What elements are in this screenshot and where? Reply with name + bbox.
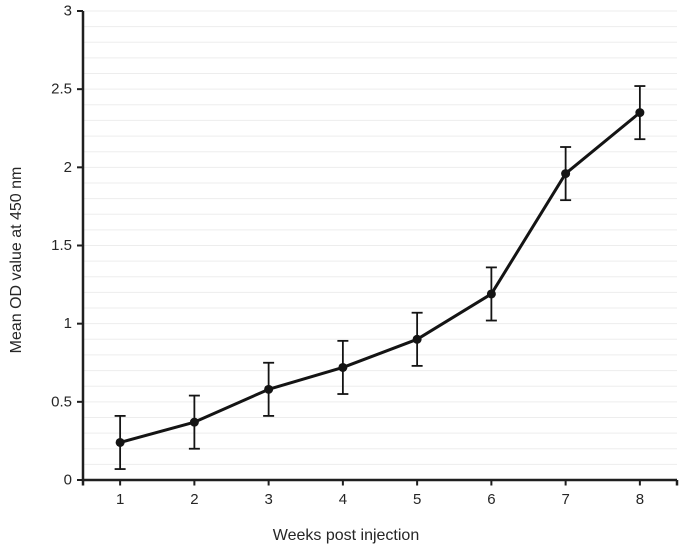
y-tick-label: 2.5: [51, 81, 72, 98]
x-tick-label: 5: [413, 491, 421, 508]
x-axis-title: Weeks post injection: [272, 527, 420, 544]
data-point: [412, 334, 422, 344]
y-tick-label: 1: [64, 315, 72, 332]
x-tick-label: 2: [190, 491, 198, 508]
y-tick-label: 3: [64, 3, 72, 20]
x-tick-label: 7: [561, 491, 569, 508]
data-point: [635, 108, 645, 118]
x-tick-label: 1: [116, 491, 124, 508]
x-tick-label: 4: [339, 491, 347, 508]
y-tick-label: 1.5: [51, 237, 72, 254]
y-tick-label: 0: [64, 472, 72, 489]
data-line: [118, 111, 642, 444]
data-point: [264, 384, 274, 394]
y-tick-label: 2: [64, 159, 72, 176]
x-tick-label: 6: [487, 491, 495, 508]
data-point: [115, 437, 125, 447]
x-tick-label: 3: [264, 491, 272, 508]
data-point: [486, 289, 496, 299]
data-point: [189, 417, 199, 427]
y-axis-title: Mean OD value at 450 nm: [8, 166, 25, 354]
y-tick-label: 0.5: [51, 393, 72, 410]
data-point: [561, 169, 571, 179]
x-tick-label: 8: [636, 491, 644, 508]
data-point: [338, 362, 348, 372]
